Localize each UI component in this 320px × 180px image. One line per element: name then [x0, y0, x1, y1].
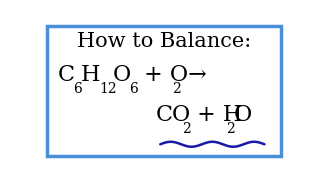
Text: 6: 6 — [129, 82, 138, 96]
Text: CO: CO — [155, 104, 191, 126]
Text: 2: 2 — [172, 82, 181, 96]
Text: + O: + O — [137, 64, 188, 86]
Text: O: O — [113, 64, 131, 86]
Text: + H: + H — [190, 104, 243, 126]
Text: →: → — [181, 64, 207, 86]
Text: H: H — [81, 64, 101, 86]
Text: O: O — [234, 104, 252, 126]
Text: 12: 12 — [99, 82, 117, 96]
Text: 6: 6 — [73, 82, 82, 96]
Text: 2: 2 — [226, 122, 235, 136]
Text: C: C — [57, 64, 74, 86]
Text: 2: 2 — [182, 122, 190, 136]
Text: How to Balance:: How to Balance: — [77, 32, 251, 51]
